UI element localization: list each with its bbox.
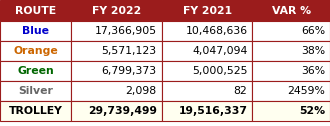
Text: 17,366,905: 17,366,905: [95, 26, 157, 36]
Bar: [0, 61, 71, 81]
Text: 4,047,094: 4,047,094: [192, 46, 248, 56]
Text: 38%: 38%: [301, 46, 325, 56]
Bar: [162, 61, 252, 81]
Bar: [162, 0, 252, 21]
Text: Silver: Silver: [18, 86, 53, 96]
Bar: [71, 41, 162, 61]
Text: ROUTE: ROUTE: [15, 6, 56, 16]
Text: Green: Green: [17, 66, 54, 76]
Bar: [252, 101, 330, 121]
Bar: [71, 0, 162, 21]
Text: Orange: Orange: [13, 46, 58, 56]
Text: 6,799,373: 6,799,373: [102, 66, 157, 76]
Bar: [71, 21, 162, 41]
Bar: [162, 81, 252, 101]
Bar: [0, 81, 71, 101]
Text: 52%: 52%: [299, 106, 325, 116]
Bar: [252, 61, 330, 81]
Text: FY 2022: FY 2022: [92, 6, 141, 16]
Text: Blue: Blue: [22, 26, 49, 36]
Text: 5,571,123: 5,571,123: [102, 46, 157, 56]
Bar: [0, 0, 71, 21]
Text: 10,468,636: 10,468,636: [185, 26, 248, 36]
Bar: [252, 41, 330, 61]
Text: 36%: 36%: [301, 66, 325, 76]
Text: 2459%: 2459%: [287, 86, 325, 96]
Text: FY 2021: FY 2021: [182, 6, 232, 16]
Text: 29,739,499: 29,739,499: [88, 106, 157, 116]
Bar: [252, 81, 330, 101]
Bar: [162, 41, 252, 61]
Bar: [0, 21, 71, 41]
Bar: [252, 0, 330, 21]
Text: 82: 82: [234, 86, 248, 96]
Text: TROLLEY: TROLLEY: [9, 106, 62, 116]
Bar: [162, 101, 252, 121]
Bar: [0, 41, 71, 61]
Text: 66%: 66%: [301, 26, 325, 36]
Text: 19,516,337: 19,516,337: [179, 106, 248, 116]
Text: 5,000,525: 5,000,525: [192, 66, 248, 76]
Bar: [71, 81, 162, 101]
Text: 2,098: 2,098: [126, 86, 157, 96]
Bar: [71, 61, 162, 81]
Bar: [71, 101, 162, 121]
Bar: [252, 21, 330, 41]
Bar: [162, 21, 252, 41]
Text: VAR %: VAR %: [272, 6, 311, 16]
Bar: [0, 101, 71, 121]
